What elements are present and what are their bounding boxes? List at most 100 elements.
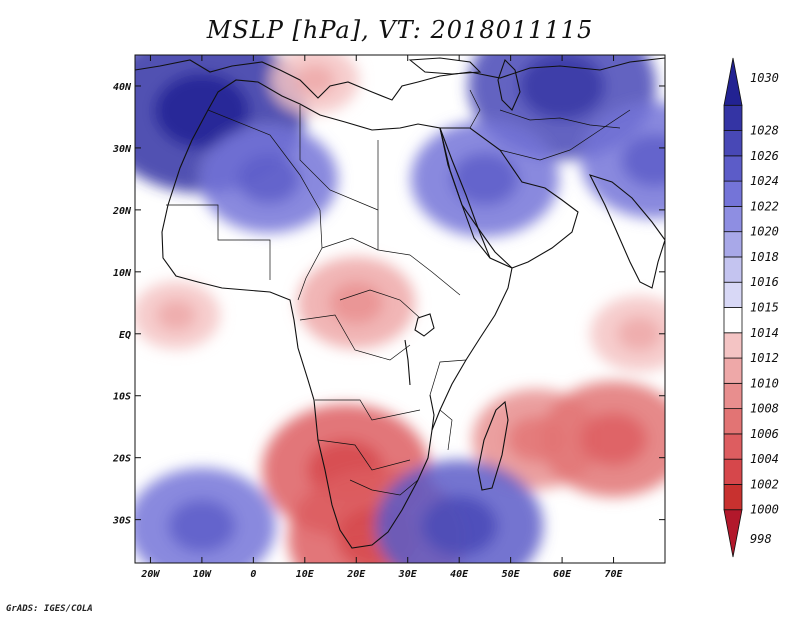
border (299, 314, 411, 361)
border (297, 209, 323, 301)
x-tick-label: 0 (250, 569, 256, 580)
colorbar-label: 1024 (750, 174, 779, 188)
x-tick-label: 30E (398, 569, 418, 580)
x-tick-label: 50E (502, 569, 521, 580)
x-tick-label: 10W (193, 569, 212, 580)
pressure-core (156, 299, 196, 331)
colorbar-segment (723, 307, 743, 334)
lake-victoria (414, 313, 435, 337)
colorbar-segment (723, 205, 743, 233)
x-tick-label: 20W (140, 569, 160, 580)
colorbar-segment (723, 57, 743, 106)
border (499, 109, 631, 161)
y-tick-label: 20S (112, 454, 131, 465)
y-tick-label: EQ (119, 330, 131, 341)
colorbar-segment (723, 433, 743, 460)
colorbar: 998 1000 1002 1004 1006 1008 1010 1012 1014 1015 1… (723, 57, 779, 558)
country-borders (166, 89, 631, 496)
colorbar-segment (723, 408, 743, 435)
colorbar-segment (723, 231, 743, 258)
colorbar-label: 1002 (750, 477, 779, 491)
europe-coastline (135, 57, 665, 101)
lake-malawi (429, 394, 435, 431)
pressure-core (580, 412, 647, 466)
colorbar-label: 1026 (750, 149, 779, 163)
border (317, 439, 411, 471)
x-tick-label: 70E (605, 569, 624, 580)
y-tick-label: 20N (112, 206, 132, 217)
pressure-core (237, 154, 300, 204)
map-panel (135, 55, 665, 563)
pressure-core (621, 134, 665, 187)
colorbar-segment (723, 256, 743, 283)
x-tick-label: 20E (346, 569, 366, 580)
pressure-core (295, 64, 335, 96)
colorbar-label: 1016 (750, 275, 779, 289)
colorbar-segment (723, 180, 743, 207)
y-tick-label: 30S (112, 516, 131, 527)
border (469, 89, 481, 129)
colorbar-segment (723, 155, 743, 182)
pressure-core (421, 496, 497, 556)
arabian-peninsula-coastline (439, 127, 579, 269)
colorbar-segment (723, 130, 743, 157)
colorbar-label: 1008 (750, 402, 779, 416)
border (339, 289, 421, 319)
border (429, 359, 467, 396)
y-tick-label: 30N (112, 144, 132, 155)
x-tick-label: 60E (553, 569, 572, 580)
colorbar-label: 1010 (750, 376, 779, 390)
red-sea-coastline (439, 127, 491, 259)
colorbar-segment (723, 484, 743, 511)
map-frame (134, 54, 666, 564)
caspian-coastline (497, 58, 521, 111)
colorbar-label: 998 (750, 532, 772, 546)
border (499, 109, 621, 129)
colorbar-label: 1022 (750, 199, 779, 213)
axis-ticks: 20W 10W 0 10E 20E 30E 40E 50E 60E 70E 40N 30N 20N 10N… (112, 55, 665, 580)
africa-coastline (161, 79, 513, 549)
footer-credit: GrADS: IGES/COLA (6, 604, 93, 614)
colorbar-label: 1014 (750, 326, 779, 340)
colorbar-label: 1020 (750, 225, 779, 239)
pressure-core (451, 152, 519, 206)
y-tick-label: 10N (113, 268, 132, 279)
border (207, 109, 321, 211)
coastlines (135, 57, 665, 549)
pressure-core (168, 499, 236, 552)
madagascar-coastline (477, 400, 509, 491)
border (349, 479, 419, 496)
lake-tanganyika (404, 339, 411, 386)
colorbar-label: 1012 (750, 351, 779, 365)
black-sea-coastline (408, 57, 482, 75)
colorbar-label: 1000 (750, 503, 779, 517)
border (439, 409, 453, 451)
colorbar-label: 1018 (750, 250, 779, 264)
pressure-core (519, 55, 605, 120)
pressure-core (155, 73, 249, 148)
x-tick-label: 10E (296, 569, 315, 580)
x-tick-label: 40E (450, 569, 469, 580)
colorbar-segment (723, 332, 743, 359)
colorbar-segment (723, 382, 743, 410)
y-tick-label: 10S (113, 392, 131, 403)
colorbar-segment (723, 357, 743, 384)
colorbar-label: 1006 (750, 427, 779, 441)
colorbar-label: 1030 (750, 71, 779, 85)
pressure-field (135, 55, 665, 563)
colorbar-segment (723, 281, 743, 308)
border (321, 237, 379, 251)
colorbar-segment (723, 104, 743, 131)
colorbar-label: 1004 (750, 452, 779, 466)
border (409, 254, 461, 296)
border (166, 204, 271, 280)
pressure-core (617, 316, 662, 351)
india-coastline (588, 174, 665, 289)
border (299, 105, 379, 211)
chart-title: MSLP [hPa], VT: 2018011115 (206, 16, 594, 44)
border (315, 399, 421, 421)
y-tick-label: 40N (113, 82, 132, 93)
colorbar-segment (723, 458, 743, 485)
colorbar-label: 1028 (750, 124, 779, 138)
